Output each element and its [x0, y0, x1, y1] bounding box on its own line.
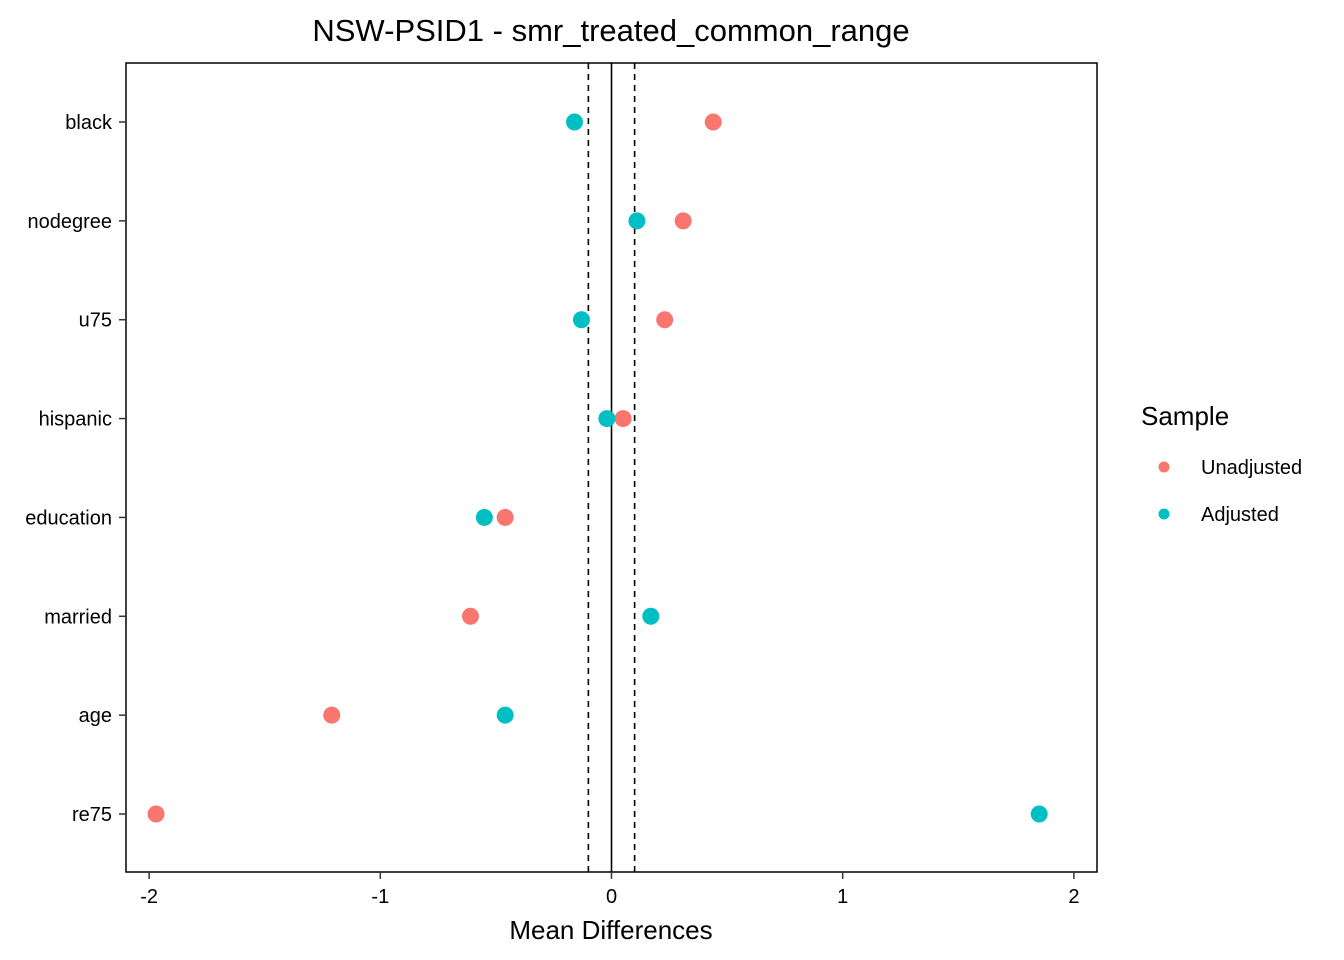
point-adjusted-black — [566, 113, 584, 131]
data-points — [147, 113, 1048, 823]
y-tick-label-re75: re75 — [72, 804, 112, 826]
point-adjusted-nodegree — [628, 212, 646, 230]
y-tick-label-age: age — [79, 705, 112, 727]
legend-title: Sample — [1141, 401, 1229, 431]
y-tick-label-black: black — [65, 112, 113, 134]
y-tick-label-u75: u75 — [79, 310, 112, 332]
legend-label-adjusted: Adjusted — [1201, 504, 1279, 526]
point-adjusted-married — [642, 607, 660, 625]
x-axis: -2 -1 0 1 2 — [140, 872, 1079, 908]
legend-label-unadjusted: Unadjusted — [1201, 457, 1302, 479]
point-adjusted-hispanic — [598, 410, 616, 428]
point-adjusted-u75 — [572, 311, 590, 329]
point-unadjusted-hispanic — [614, 410, 632, 428]
point-adjusted-education — [475, 508, 493, 526]
point-unadjusted-education — [496, 508, 514, 526]
point-unadjusted-u75 — [656, 311, 674, 329]
y-tick-label-nodegree: nodegree — [27, 211, 112, 233]
y-tick-label-married: married — [44, 606, 112, 628]
x-tick-label: 1 — [837, 886, 848, 908]
x-tick-label: 2 — [1068, 886, 1079, 908]
point-unadjusted-age — [323, 706, 341, 724]
x-tick-label: -2 — [140, 886, 158, 908]
x-tick-label: -1 — [371, 886, 389, 908]
legend-key-unadjusted — [1158, 461, 1170, 473]
legend: Sample Unadjusted Adjusted — [1141, 401, 1302, 526]
x-tick-label: 0 — [606, 886, 617, 908]
point-unadjusted-black — [704, 113, 722, 131]
point-unadjusted-married — [461, 607, 479, 625]
point-adjusted-re75 — [1030, 805, 1048, 823]
point-unadjusted-re75 — [147, 805, 165, 823]
chart-title: NSW-PSID1 - smr_treated_common_range — [312, 13, 909, 48]
reference-lines — [587, 63, 636, 872]
y-tick-label-hispanic: hispanic — [39, 409, 112, 431]
point-adjusted-age — [496, 706, 514, 724]
legend-key-adjusted — [1158, 508, 1170, 520]
point-unadjusted-nodegree — [674, 212, 692, 230]
y-tick-label-education: education — [25, 507, 112, 529]
x-axis-title: Mean Differences — [509, 915, 712, 945]
y-axis: black nodegree u75 hispanic education married… — [25, 112, 126, 826]
